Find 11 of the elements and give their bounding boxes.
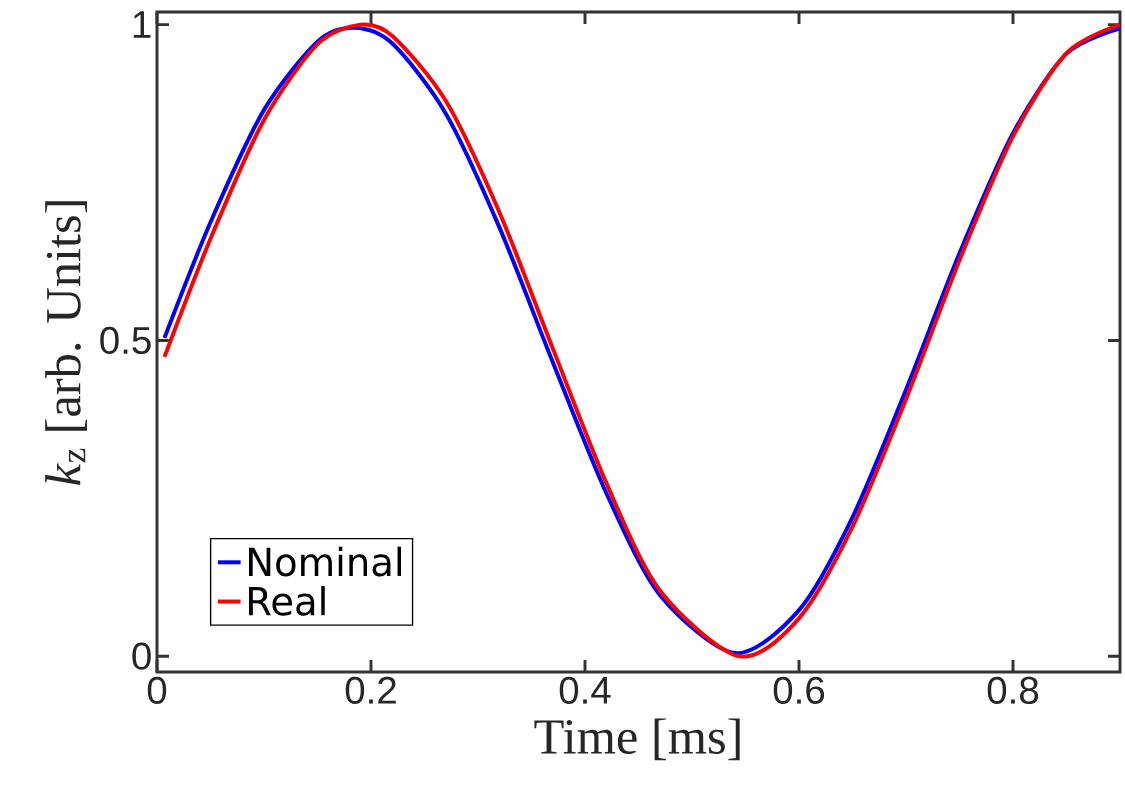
y-tick-label: 0.5 <box>100 326 151 355</box>
x-tick-label: 0.2 <box>345 676 396 704</box>
legend-label: Nominal <box>249 546 401 577</box>
x-tick-label: 0.4 <box>559 676 611 704</box>
x-axis-title: Time [ms] <box>534 718 740 761</box>
y-axis-title: k$_{z}$ [arb. Units] <box>45 201 87 486</box>
y-tick-label: 1 <box>133 11 151 38</box>
x-tick-label: 0.6 <box>773 676 825 704</box>
y-tick-label: 0 <box>132 642 151 670</box>
legend-label: Real <box>249 585 325 616</box>
x-tick-label: 0.8 <box>987 676 1039 704</box>
